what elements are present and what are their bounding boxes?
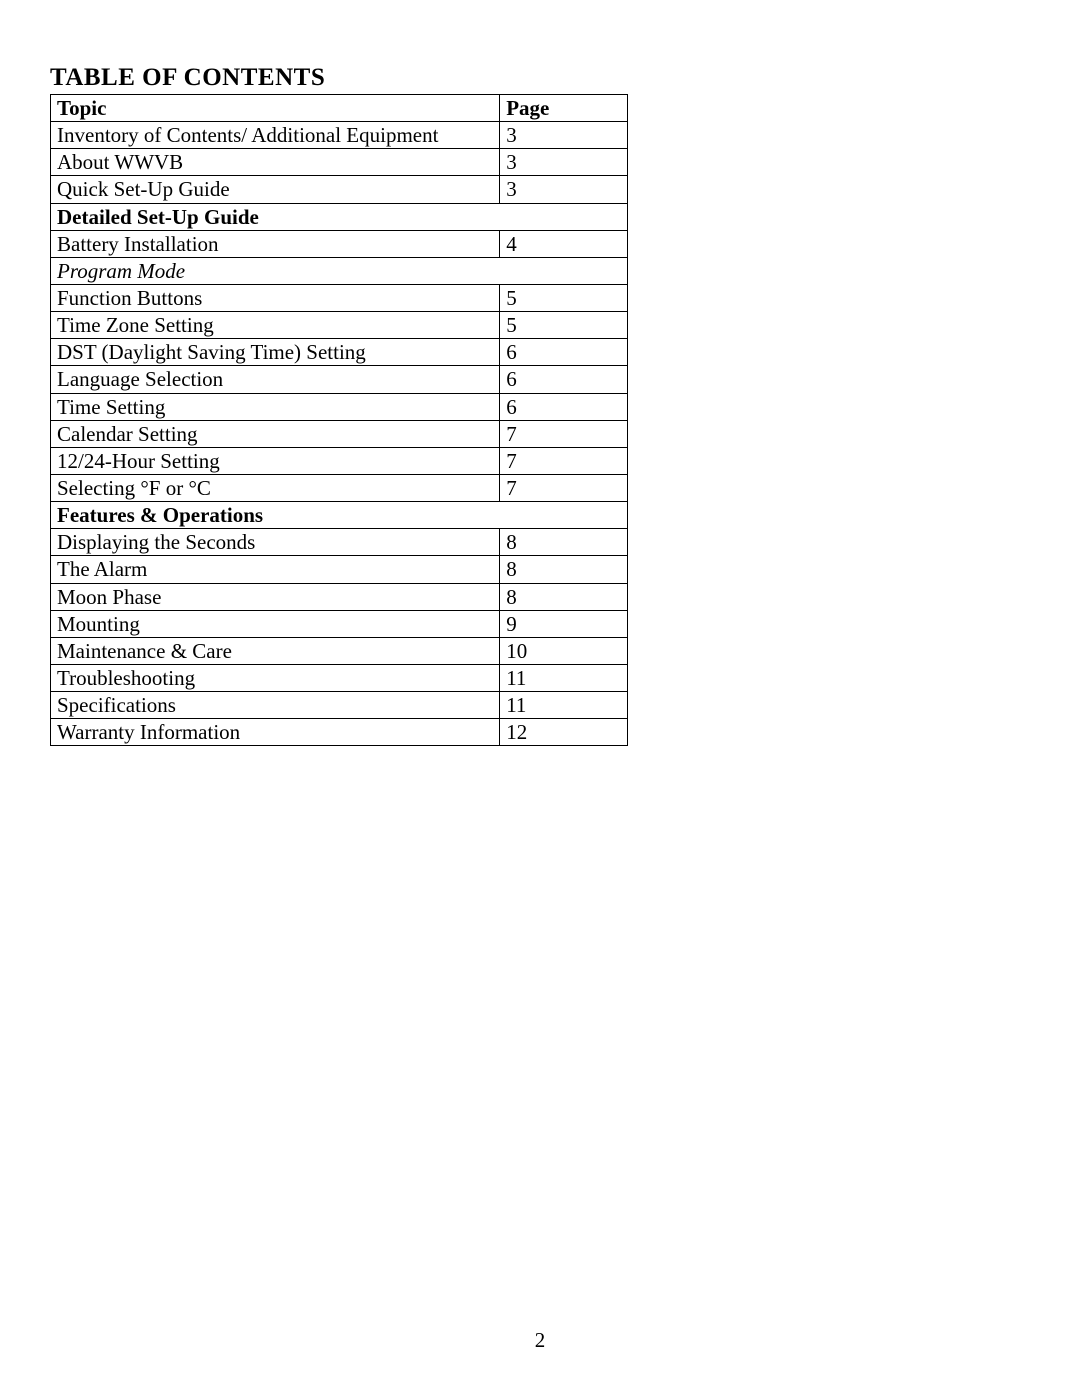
topic-cell: Displaying the Seconds <box>51 529 500 556</box>
page-cell: 5 <box>500 284 628 311</box>
page-cell: 12 <box>500 719 628 746</box>
toc-tbody: Topic Page Inventory of Contents/ Additi… <box>51 95 628 746</box>
topic-cell: About WWVB <box>51 149 500 176</box>
topic-cell: Detailed Set-Up Guide <box>51 203 628 230</box>
topic-cell: Inventory of Contents/ Additional Equipm… <box>51 122 500 149</box>
table-row: Program Mode <box>51 257 628 284</box>
topic-cell: Moon Phase <box>51 583 500 610</box>
table-row: Moon Phase8 <box>51 583 628 610</box>
table-row: Troubleshooting11 <box>51 664 628 691</box>
table-row: Quick Set-Up Guide3 <box>51 176 628 203</box>
page-cell: 3 <box>500 149 628 176</box>
page-cell: 7 <box>500 474 628 501</box>
table-row: Battery Installation4 <box>51 230 628 257</box>
page-cell: 8 <box>500 583 628 610</box>
table-row: Maintenance & Care10 <box>51 637 628 664</box>
topic-cell: Mounting <box>51 610 500 637</box>
table-row: DST (Daylight Saving Time) Setting6 <box>51 339 628 366</box>
topic-cell: Quick Set-Up Guide <box>51 176 500 203</box>
page-cell: 7 <box>500 447 628 474</box>
table-row: Mounting9 <box>51 610 628 637</box>
topic-cell: Function Buttons <box>51 284 500 311</box>
topic-cell: Specifications <box>51 692 500 719</box>
topic-cell: DST (Daylight Saving Time) Setting <box>51 339 500 366</box>
page-cell: 7 <box>500 420 628 447</box>
page-cell: 3 <box>500 176 628 203</box>
page-cell: 8 <box>500 529 628 556</box>
topic-cell: Calendar Setting <box>51 420 500 447</box>
table-row: The Alarm8 <box>51 556 628 583</box>
table-row: Calendar Setting7 <box>51 420 628 447</box>
table-row: 12/24-Hour Setting7 <box>51 447 628 474</box>
table-row: Function Buttons5 <box>51 284 628 311</box>
table-row: Inventory of Contents/ Additional Equipm… <box>51 122 628 149</box>
topic-cell: Battery Installation <box>51 230 500 257</box>
table-row: Time Setting6 <box>51 393 628 420</box>
table-row: Time Zone Setting5 <box>51 312 628 339</box>
topic-cell: Warranty Information <box>51 719 500 746</box>
page-cell: 11 <box>500 664 628 691</box>
page-number: 2 <box>0 1328 1080 1353</box>
page-cell: 5 <box>500 312 628 339</box>
page-container: TABLE OF CONTENTS Topic Page Inventory o… <box>0 0 1080 796</box>
header-topic: Topic <box>51 95 500 122</box>
topic-cell: Program Mode <box>51 257 628 284</box>
toc-header-row: Topic Page <box>51 95 628 122</box>
table-row: Detailed Set-Up Guide <box>51 203 628 230</box>
toc-heading: TABLE OF CONTENTS <box>50 64 1030 92</box>
topic-cell: Time Zone Setting <box>51 312 500 339</box>
topic-cell: Time Setting <box>51 393 500 420</box>
page-cell: 11 <box>500 692 628 719</box>
table-row: Specifications11 <box>51 692 628 719</box>
page-cell: 3 <box>500 122 628 149</box>
topic-cell: Maintenance & Care <box>51 637 500 664</box>
topic-cell: Language Selection <box>51 366 500 393</box>
page-cell: 6 <box>500 393 628 420</box>
table-row: Warranty Information12 <box>51 719 628 746</box>
table-row: About WWVB3 <box>51 149 628 176</box>
topic-cell: Selecting °F or °C <box>51 474 500 501</box>
page-cell: 4 <box>500 230 628 257</box>
toc-table: Topic Page Inventory of Contents/ Additi… <box>50 94 628 746</box>
page-cell: 6 <box>500 339 628 366</box>
page-cell: 9 <box>500 610 628 637</box>
topic-cell: 12/24-Hour Setting <box>51 447 500 474</box>
table-row: Displaying the Seconds8 <box>51 529 628 556</box>
page-cell: 6 <box>500 366 628 393</box>
header-page: Page <box>500 95 628 122</box>
page-cell: 8 <box>500 556 628 583</box>
page-cell: 10 <box>500 637 628 664</box>
table-row: Selecting °F or °C7 <box>51 474 628 501</box>
topic-cell: The Alarm <box>51 556 500 583</box>
table-row: Language Selection6 <box>51 366 628 393</box>
table-row: Features & Operations <box>51 502 628 529</box>
topic-cell: Features & Operations <box>51 502 628 529</box>
topic-cell: Troubleshooting <box>51 664 500 691</box>
